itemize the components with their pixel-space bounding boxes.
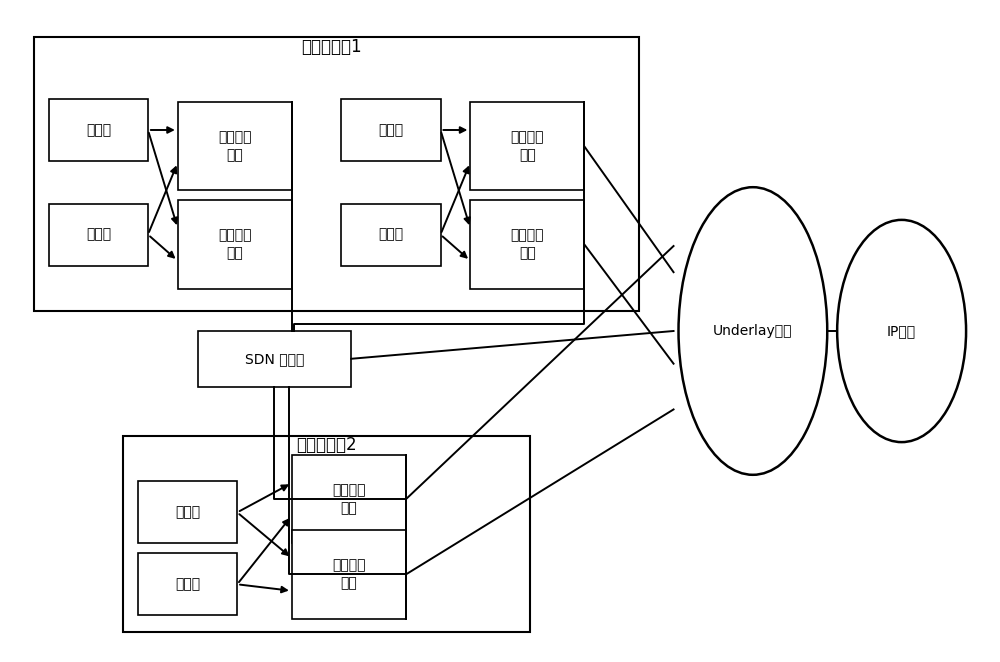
Text: 虚拟机: 虚拟机 (175, 577, 200, 591)
Bar (341, 203, 441, 265)
Bar (341, 99, 441, 161)
Text: 第一虚拟
网关: 第一虚拟 网关 (332, 483, 366, 516)
Bar (178, 102, 292, 191)
Bar (470, 201, 584, 289)
Text: 第一虚拟
网关: 第一虚拟 网关 (511, 130, 544, 163)
Bar (198, 331, 351, 387)
Bar (138, 553, 237, 616)
Text: 虚拟机: 虚拟机 (175, 505, 200, 520)
Text: 第二虚拟
网关: 第二虚拟 网关 (511, 228, 544, 261)
Text: 第二虚拟
网关: 第二虚拟 网关 (332, 558, 366, 591)
Bar (34, 37, 639, 311)
Ellipse shape (837, 220, 966, 442)
Text: 第一虚拟
网关: 第一虚拟 网关 (218, 130, 251, 163)
Bar (470, 102, 584, 191)
Bar (138, 481, 237, 544)
Text: IP网络: IP网络 (887, 324, 916, 338)
Text: Underlay网络: Underlay网络 (713, 324, 793, 338)
Text: 物理服务器2: 物理服务器2 (296, 436, 357, 454)
Text: 虚拟机: 虚拟机 (378, 228, 403, 242)
Text: 虚拟机: 虚拟机 (86, 123, 111, 137)
Text: 虚拟机: 虚拟机 (86, 228, 111, 242)
Bar (292, 455, 406, 544)
Bar (292, 530, 406, 618)
Bar (49, 203, 148, 265)
Text: 物理服务器1: 物理服务器1 (301, 38, 362, 56)
Text: SDN 控制器: SDN 控制器 (245, 352, 304, 366)
Text: 第二虚拟
网关: 第二虚拟 网关 (218, 228, 251, 261)
Text: 虚拟机: 虚拟机 (378, 123, 403, 137)
Bar (178, 201, 292, 289)
Bar (123, 436, 530, 632)
Ellipse shape (678, 187, 827, 475)
Bar (49, 99, 148, 161)
